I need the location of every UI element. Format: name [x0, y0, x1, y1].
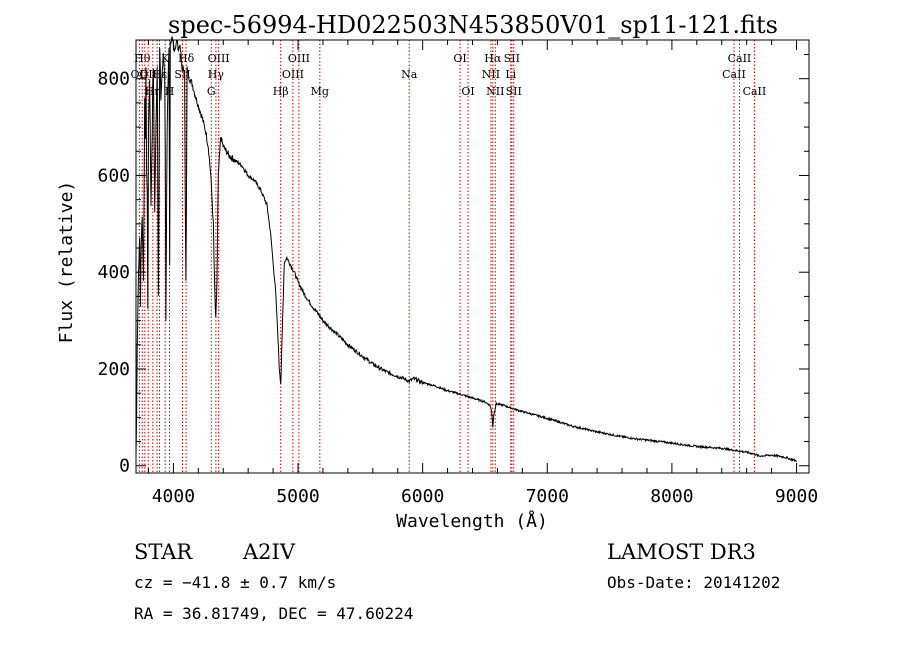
y-axis: 0 200 400 600 800 [97, 54, 809, 477]
line-markers: OIIHθOIIHηHεKHSIIHδGHγOIIIHβOIIIOIIIMgNa… [131, 40, 767, 473]
line-marker-label: CaII [743, 85, 767, 98]
y-tick-label: 800 [97, 69, 130, 90]
line-marker-label: Hδ [178, 52, 195, 65]
line-marker-label: OIII [282, 68, 304, 81]
x-tick-label: 6000 [401, 486, 444, 507]
x-tick-label: 8000 [650, 486, 693, 507]
plot-frame [135, 39, 810, 474]
x-tick-label: 5000 [276, 486, 319, 507]
line-marker-label: CaII [728, 52, 752, 65]
line-marker-label: OIII [288, 52, 310, 65]
line-marker-label: OI [453, 52, 466, 65]
line-marker-label: NII [482, 68, 500, 81]
x-tick-label: 7000 [526, 486, 569, 507]
x-tick-label: 9000 [775, 486, 818, 507]
line-marker-label: Hα [484, 52, 502, 65]
spectrum-series [135, 35, 797, 463]
line-marker-label: SII [506, 85, 522, 98]
line-marker-label: Na [401, 68, 418, 81]
chart-title: spec-56994-HD022503N453850V01_sp11-121.f… [168, 11, 778, 39]
x-tick-label: 4000 [152, 486, 195, 507]
survey-name: LAMOST DR3 [607, 540, 756, 564]
line-marker-label: Mg [311, 85, 329, 98]
object-subclass: A2IV [242, 540, 296, 564]
redshift-value: cz = −41.8 ± 0.7 km/s [134, 573, 336, 592]
y-tick-label: 400 [97, 262, 130, 283]
coordinates: RA = 36.81749, DEC = 47.60224 [134, 604, 413, 623]
x-axis-label: Wavelength (Å) [396, 510, 548, 532]
line-marker-label: Hγ [208, 68, 225, 81]
line-marker-label: K [161, 52, 170, 65]
y-tick-label: 600 [97, 165, 130, 186]
line-marker-label: Li [505, 68, 516, 81]
line-marker-label: Hβ [273, 85, 289, 98]
line-marker-label: G [207, 85, 216, 98]
y-axis-label: Flux (relative) [56, 181, 77, 344]
spectrum-line [135, 35, 797, 463]
object-class: STAR [134, 540, 193, 564]
line-marker-label: OIII [208, 52, 230, 65]
line-marker-label: OI [461, 85, 474, 98]
line-marker-label: Hθ [134, 52, 151, 65]
line-marker-label: CaII [722, 68, 746, 81]
line-marker-label: SII [504, 52, 520, 65]
line-marker-label: SII [174, 68, 190, 81]
line-marker-label: NII [486, 85, 504, 98]
y-tick-label: 200 [97, 359, 130, 380]
x-axis: 4000 5000 6000 7000 8000 9000 [147, 40, 818, 507]
obs-date: Obs-Date: 20141202 [607, 573, 780, 592]
line-marker-label: OII [131, 68, 149, 81]
y-tick-label: 0 [119, 456, 130, 477]
